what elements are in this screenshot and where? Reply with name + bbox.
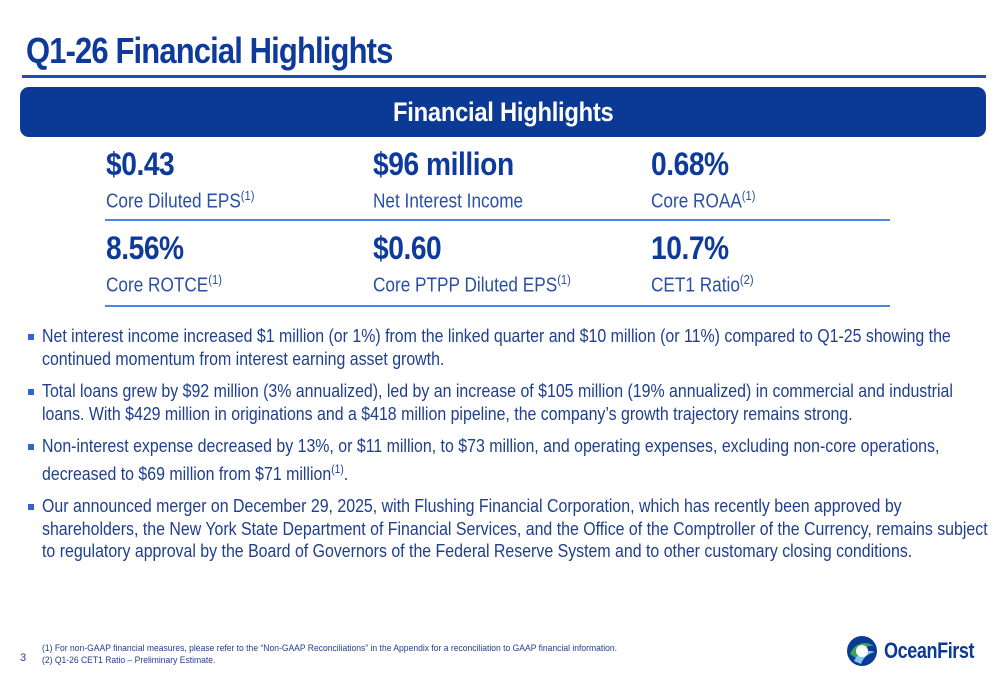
metric-label: CET1 Ratio(2) bbox=[651, 272, 754, 297]
metric-value: 10.7% bbox=[651, 230, 729, 266]
metric-net-interest-income: $96 million Net Interest Income bbox=[373, 146, 548, 214]
footnote-ref: (1) bbox=[741, 188, 756, 203]
banner-label: Financial Highlights bbox=[392, 96, 614, 127]
metric-core-diluted-eps: $0.43 Core Diluted EPS(1) bbox=[106, 146, 279, 214]
metrics-row-divider bbox=[105, 305, 890, 307]
footnotes: (1) For non-GAAP financial measures, ple… bbox=[42, 643, 681, 667]
metric-label: Net Interest Income bbox=[373, 190, 524, 213]
list-item: Net interest income increased $1 million… bbox=[28, 325, 988, 370]
metric-core-roaa: 0.68% Core ROAA(1) bbox=[651, 146, 772, 214]
footnote-1: (1) For non-GAAP financial measures, ple… bbox=[42, 643, 618, 654]
footnote-ref: (1) bbox=[240, 188, 255, 203]
metric-cet1-ratio: 10.7% CET1 Ratio(2) bbox=[651, 230, 770, 298]
list-item: Our announced merger on December 29, 202… bbox=[28, 495, 988, 563]
title-divider bbox=[22, 75, 986, 78]
oceanfirst-wave-icon bbox=[847, 636, 877, 666]
metric-label: Core ROAA(1) bbox=[651, 188, 756, 213]
list-item: Non-interest expense decreased by 13%, o… bbox=[28, 435, 988, 485]
footnote-ref: (1) bbox=[331, 461, 344, 476]
metric-label: Core ROTCE(1) bbox=[106, 272, 222, 297]
list-item: Total loans grew by $92 million (3% annu… bbox=[28, 380, 988, 425]
square-bullet-icon bbox=[28, 389, 34, 395]
footnote-ref: (1) bbox=[557, 272, 571, 287]
metric-value: $0.60 bbox=[373, 230, 442, 266]
square-bullet-icon bbox=[28, 334, 34, 340]
footnote-ref: (1) bbox=[208, 272, 222, 287]
financial-highlights-banner: Financial Highlights bbox=[20, 87, 986, 137]
metric-value: 0.68% bbox=[651, 146, 729, 182]
metric-core-ptpp-diluted-eps: $0.60 Core PTPP Diluted EPS(1) bbox=[373, 230, 603, 298]
metric-label: Core Diluted EPS(1) bbox=[106, 188, 255, 213]
metric-value: $96 million bbox=[373, 146, 514, 182]
logo-wordmark: OceanFirst bbox=[884, 638, 975, 663]
highlights-bullet-list: Net interest income increased $1 million… bbox=[28, 325, 988, 573]
page-title: Q1-26 Financial Highlights bbox=[26, 30, 393, 71]
metric-value: 8.56% bbox=[106, 230, 184, 266]
metric-label: Core PTPP Diluted EPS(1) bbox=[373, 272, 571, 297]
metric-value: $0.43 bbox=[106, 146, 175, 182]
footnote-2: (2) Q1-26 CET1 Ratio – Preliminary Estim… bbox=[42, 655, 216, 666]
oceanfirst-logo: OceanFirst bbox=[846, 634, 994, 668]
square-bullet-icon bbox=[28, 504, 34, 511]
square-bullet-icon bbox=[28, 444, 34, 450]
footnote-ref: (2) bbox=[739, 272, 754, 287]
page-number: 3 bbox=[20, 652, 27, 664]
metric-core-rotce: 8.56% Core ROTCE(1) bbox=[106, 230, 241, 298]
metrics-row-divider bbox=[105, 219, 890, 221]
